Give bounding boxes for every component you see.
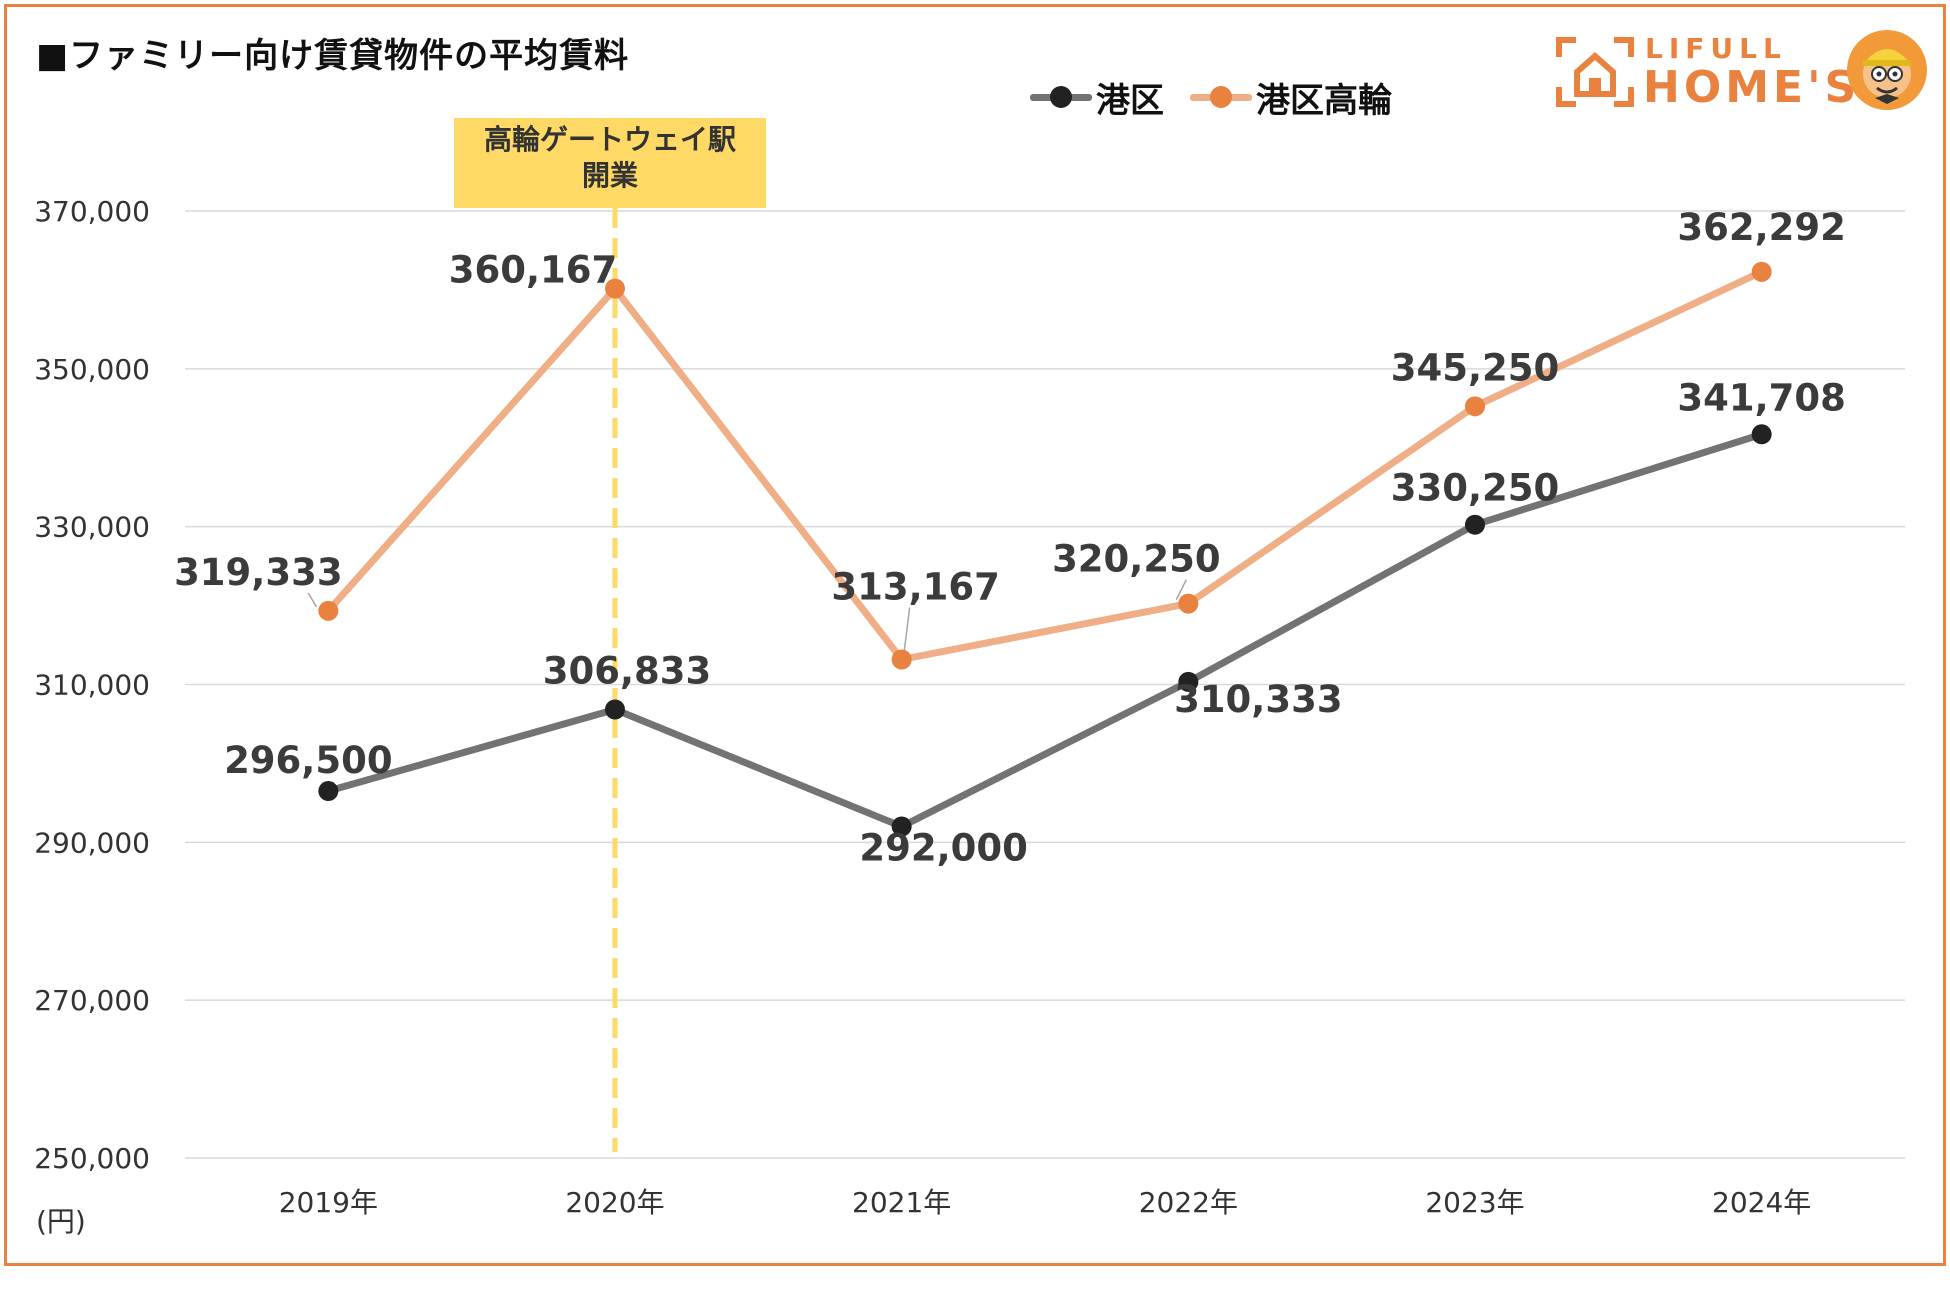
annotation-line2: 開業: [581, 159, 638, 192]
data-label-takanawa: 345,250: [1391, 346, 1560, 389]
y-tick-label: 250,000: [34, 1142, 150, 1175]
data-point-minato: [891, 816, 912, 837]
x-tick-label: 2024年: [1712, 1186, 1811, 1219]
legend-item-minato: 港区: [1030, 73, 1164, 122]
data-label-takanawa: 362,292: [1677, 206, 1846, 249]
data-point-takanawa: [891, 649, 912, 670]
leader-line: [902, 607, 911, 656]
data-label-takanawa: 319,333: [174, 551, 343, 594]
legend-swatch-takanawa: [1190, 77, 1252, 117]
legend-label-minato: 港区: [1096, 80, 1164, 121]
data-point-takanawa: [1465, 396, 1485, 417]
x-tick-label: 2019年: [279, 1186, 378, 1219]
legend-swatch-minato: [1030, 77, 1092, 117]
house-icon: [1556, 37, 1634, 107]
data-label-takanawa: 360,167: [449, 249, 618, 292]
data-point-takanawa: [1178, 593, 1199, 614]
data-point-minato: [1178, 671, 1199, 692]
y-tick-label: 270,000: [34, 984, 150, 1017]
x-tick-label: 2023年: [1425, 1186, 1524, 1219]
x-tick-label: 2020年: [565, 1186, 664, 1219]
lifull-homes-logo: LIFULL HOME'S: [1555, 28, 1935, 128]
data-point-takanawa: [1751, 261, 1772, 282]
logo-top-text: LIFULL: [1645, 32, 1787, 65]
data-label-minato: 341,708: [1677, 376, 1846, 419]
series-line-minato: [324, 430, 1766, 830]
annotation-line1: 高輪ゲートウェイ駅: [483, 123, 736, 156]
data-label-takanawa: 313,167: [831, 566, 1000, 609]
data-point-minato: [1465, 514, 1485, 535]
legend-item-takanawa: 港区高輪: [1190, 73, 1392, 122]
annotation-text: 高輪ゲートウェイ駅 開業: [454, 122, 766, 194]
data-point-minato: [1751, 424, 1772, 445]
leader-line: [1175, 579, 1188, 600]
y-tick-label: 370,000: [34, 195, 150, 228]
legend-label-takanawa: 港区高輪: [1256, 80, 1392, 121]
data-point-takanawa: [605, 278, 625, 299]
legend: 港区 港区高輪: [1030, 72, 1418, 122]
data-label-minato: 306,833: [543, 649, 712, 692]
data-label-minato: 296,500: [224, 739, 393, 782]
y-tick-label: 350,000: [34, 353, 150, 386]
chart-title: ■ファミリー向け賃貸物件の平均賃料: [36, 36, 630, 76]
data-label-minato: 310,333: [1174, 678, 1343, 721]
data-point-takanawa: [318, 600, 339, 621]
series-line-takanawa: [324, 268, 1766, 663]
logo-main-text: HOME'S: [1643, 62, 1861, 113]
y-tick-label: 310,000: [34, 669, 150, 702]
data-label-takanawa: 320,250: [1052, 538, 1221, 581]
y-tick-label: 330,000: [34, 511, 150, 544]
data-point-minato: [318, 781, 339, 802]
annotation-box: [454, 118, 766, 208]
data-label-minato: 292,000: [859, 827, 1028, 870]
y-tick-label: 290,000: [34, 826, 150, 859]
data-label-minato: 330,250: [1391, 467, 1560, 510]
chart-frame: [4, 4, 1946, 1266]
data-point-minato: [605, 699, 625, 720]
x-tick-label: 2022年: [1139, 1186, 1238, 1219]
y-unit-label: (円): [36, 1205, 86, 1238]
x-tick-label: 2021年: [852, 1186, 951, 1219]
mascot-icon: [1847, 30, 1927, 110]
leader-line: [307, 592, 317, 608]
